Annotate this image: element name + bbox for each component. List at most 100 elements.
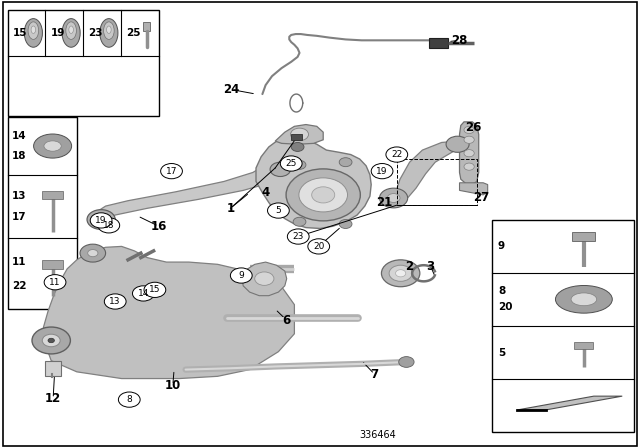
Ellipse shape <box>571 293 596 306</box>
Bar <box>42 191 63 199</box>
Circle shape <box>386 147 408 162</box>
Text: 20: 20 <box>313 242 324 251</box>
Text: 13: 13 <box>12 191 27 201</box>
Circle shape <box>308 239 330 254</box>
Text: 23: 23 <box>88 28 103 38</box>
Circle shape <box>88 250 98 257</box>
Circle shape <box>381 260 420 287</box>
Circle shape <box>280 156 302 171</box>
Text: 15: 15 <box>13 28 28 38</box>
Bar <box>429 38 448 48</box>
Circle shape <box>287 229 309 244</box>
Text: 8: 8 <box>498 286 505 296</box>
Circle shape <box>312 187 335 203</box>
Circle shape <box>389 265 412 281</box>
Text: 23: 23 <box>292 232 304 241</box>
Polygon shape <box>95 164 288 226</box>
Text: 13: 13 <box>109 297 121 306</box>
Text: 5: 5 <box>276 206 281 215</box>
Circle shape <box>286 169 360 221</box>
Circle shape <box>132 286 154 301</box>
Circle shape <box>339 158 352 167</box>
Circle shape <box>270 162 291 177</box>
Polygon shape <box>242 262 287 296</box>
Text: 26: 26 <box>465 121 482 134</box>
Text: 19: 19 <box>95 216 107 225</box>
Circle shape <box>396 270 406 277</box>
Ellipse shape <box>556 285 612 313</box>
Text: 10: 10 <box>164 379 181 392</box>
Text: 27: 27 <box>473 190 490 204</box>
Text: 22: 22 <box>391 150 403 159</box>
Text: 18: 18 <box>103 221 115 230</box>
Circle shape <box>291 142 304 151</box>
Circle shape <box>446 136 469 152</box>
Circle shape <box>44 275 66 290</box>
Circle shape <box>48 338 54 343</box>
Text: 8: 8 <box>127 395 132 404</box>
Circle shape <box>95 215 108 224</box>
Circle shape <box>104 294 126 309</box>
Bar <box>8 10 159 116</box>
Text: 336464: 336464 <box>359 430 396 440</box>
Polygon shape <box>390 141 460 202</box>
Ellipse shape <box>44 141 61 151</box>
Bar <box>8 117 77 309</box>
Text: 11: 11 <box>12 257 27 267</box>
Text: 4: 4 <box>262 186 269 199</box>
Polygon shape <box>256 137 371 228</box>
Polygon shape <box>460 122 479 184</box>
Ellipse shape <box>62 19 80 47</box>
Text: 12: 12 <box>45 392 61 405</box>
Circle shape <box>293 160 306 169</box>
Ellipse shape <box>104 22 114 39</box>
Circle shape <box>293 217 306 226</box>
Bar <box>42 260 63 269</box>
Text: 14: 14 <box>138 289 149 298</box>
Text: 17: 17 <box>166 167 177 176</box>
Text: 25: 25 <box>285 159 297 168</box>
Circle shape <box>464 136 474 143</box>
Text: 17: 17 <box>12 212 27 223</box>
Circle shape <box>98 218 120 233</box>
Circle shape <box>399 357 414 367</box>
Ellipse shape <box>33 134 72 158</box>
Circle shape <box>299 178 348 212</box>
Ellipse shape <box>66 22 76 39</box>
Circle shape <box>42 334 60 347</box>
Ellipse shape <box>69 26 74 34</box>
Polygon shape <box>44 246 294 379</box>
Text: 16: 16 <box>150 220 167 233</box>
Bar <box>143 22 150 31</box>
Ellipse shape <box>107 26 111 34</box>
Ellipse shape <box>31 26 36 34</box>
Text: 14: 14 <box>12 131 27 141</box>
Text: 21: 21 <box>376 196 392 209</box>
Circle shape <box>80 244 106 262</box>
Circle shape <box>230 268 252 283</box>
Polygon shape <box>275 125 323 144</box>
Text: 5: 5 <box>498 348 505 358</box>
Text: 22: 22 <box>12 281 27 291</box>
Circle shape <box>268 203 289 218</box>
Ellipse shape <box>28 22 38 39</box>
Text: 9: 9 <box>239 271 244 280</box>
Text: 19: 19 <box>51 28 65 38</box>
Circle shape <box>161 164 182 179</box>
Text: 1: 1 <box>227 202 234 215</box>
Bar <box>291 134 302 140</box>
Circle shape <box>291 128 308 141</box>
Text: 18: 18 <box>12 151 27 161</box>
Circle shape <box>464 126 474 134</box>
Text: 3: 3 <box>427 260 435 273</box>
Text: 19: 19 <box>376 167 388 176</box>
Text: 7: 7 <box>371 367 378 381</box>
Ellipse shape <box>100 19 118 47</box>
Circle shape <box>371 164 393 179</box>
Circle shape <box>32 327 70 354</box>
Bar <box>574 342 593 349</box>
Circle shape <box>118 392 140 407</box>
Text: 25: 25 <box>126 28 141 38</box>
Circle shape <box>339 220 352 228</box>
Polygon shape <box>517 396 622 410</box>
